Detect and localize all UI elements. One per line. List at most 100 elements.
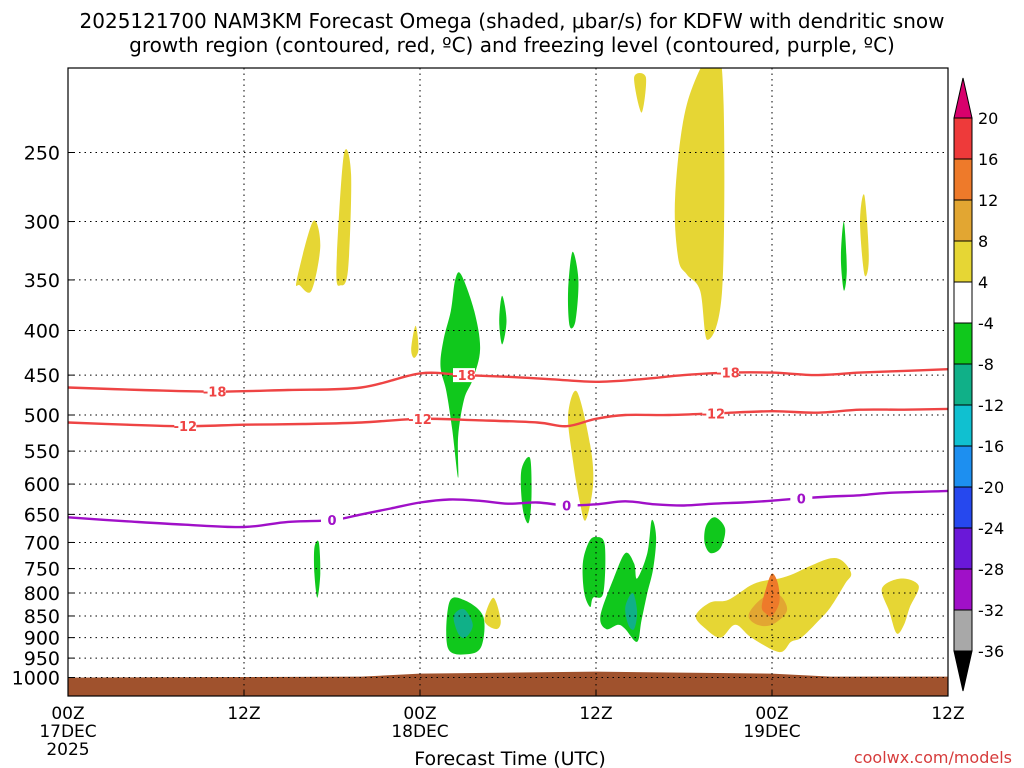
colorbar-segment [953, 486, 973, 529]
contour-label-bg [790, 491, 813, 506]
y-tick-label: 600 [24, 474, 60, 496]
x-tick-date: 18DEC [391, 722, 448, 742]
contour-label: 0 [327, 514, 336, 529]
contour-label-bg [555, 498, 578, 513]
colorbar-segment [953, 117, 973, 160]
contour-label: 0 [797, 492, 806, 507]
omega-region-18 [582, 536, 606, 608]
y-tick-label: 800 [24, 583, 60, 605]
contour-label-bg [717, 365, 739, 380]
omega-region-19 [600, 519, 657, 642]
colorbar-segment [953, 404, 973, 447]
colorbar-label: 16 [978, 150, 998, 169]
omega-region-14 [567, 251, 579, 329]
y-tick-label: 750 [24, 559, 60, 581]
y-tick-label: 350 [24, 270, 60, 292]
omega-region-2 [411, 325, 419, 358]
colorbar-label: -4 [978, 314, 994, 333]
omega-region-0 [295, 220, 321, 293]
y-tick-label: 700 [24, 532, 60, 554]
colorbar-segment [953, 609, 973, 652]
contour-label-bg [203, 384, 226, 399]
y-tick-label: 850 [24, 606, 60, 628]
y-tick-label: 300 [24, 212, 60, 234]
colorbar-bottom-arrow [953, 650, 973, 692]
colorbar-segment [953, 527, 973, 570]
omega-region-8 [881, 578, 919, 634]
colorbar-segment [953, 568, 973, 611]
colorbar-label: -36 [978, 642, 1004, 661]
omega-regions [295, 68, 919, 655]
y-tick-label: 950 [24, 648, 60, 670]
colorbar-label: 20 [978, 109, 998, 128]
contour-label: -12 [408, 413, 432, 428]
contour-label-bg [702, 406, 725, 421]
plot-frame [67, 67, 949, 697]
x-tick-label: 00Z [755, 704, 788, 724]
x-tick-label: 12Z [579, 704, 612, 724]
omega-region-23 [625, 592, 638, 630]
contour-label: -12 [702, 407, 726, 422]
omega-region-4 [674, 68, 725, 340]
y-tick-label: 500 [24, 405, 60, 427]
colorbar-segment [953, 158, 973, 201]
contour-line-0 [68, 368, 948, 393]
colorbar-segment [953, 322, 973, 365]
colorbar-label: -24 [978, 519, 1004, 538]
x-tick-year: 2025 [46, 740, 89, 760]
x-tick-label: 12Z [227, 704, 260, 724]
contour-label-bg [321, 513, 343, 528]
y-tick-label: 650 [24, 504, 60, 526]
omega-region-16 [313, 540, 321, 598]
colorbar-top-arrow [953, 77, 973, 119]
y-tick-label: 550 [24, 441, 60, 463]
omega-region-11 [761, 573, 780, 617]
x-tick-date: 19DEC [743, 722, 800, 742]
y-tick-label: 450 [24, 365, 60, 387]
x-tick-label: 12Z [931, 704, 964, 724]
contour-label: -18 [203, 386, 227, 401]
colorbar-label: -12 [978, 396, 1004, 415]
colorbar-segment [953, 363, 973, 406]
omega-region-21 [840, 221, 847, 291]
colorbar-label: 8 [978, 232, 988, 251]
colorbar-segment [953, 445, 973, 488]
colorbar-label: -28 [978, 560, 1004, 579]
y-tick-label: 1000 [12, 668, 60, 690]
contour-label-bg [174, 419, 197, 434]
x-tick-label: 00Z [51, 704, 84, 724]
contour-line-1 [68, 407, 948, 428]
y-tick-label: 900 [24, 628, 60, 650]
omega-region-15 [520, 456, 532, 524]
credit-text: coolwx.com/models [854, 748, 1012, 767]
y-tick-label: 400 [24, 321, 60, 343]
x-tick-date: 17DEC [39, 722, 96, 742]
colorbar-label: -20 [978, 478, 1004, 497]
x-axis-label: Forecast Time (UTC) [414, 748, 605, 768]
contour-label: -12 [174, 420, 198, 435]
omega-region-13 [499, 295, 507, 345]
omega-region-22 [453, 608, 473, 639]
omega-region-20 [704, 517, 726, 554]
omega-region-3 [568, 390, 594, 521]
contours: -18 -18 -18 -12 -12 -12 0 0 0 [68, 365, 948, 529]
omega-region-1 [336, 149, 352, 286]
chart-title-line1: 2025121700 NAM3KM Forecast Omega (shaded… [80, 9, 945, 33]
omega-region-6 [860, 194, 869, 277]
contour-label-bg [409, 411, 431, 426]
contour-label: 0 [562, 500, 571, 515]
colorbar-segment [953, 199, 973, 242]
contour-label-bg [453, 368, 475, 383]
contour-label: -18 [452, 369, 476, 384]
colorbar-segment [953, 281, 973, 324]
colorbar: 20 16 12 8 4 -4 -8 -12 -16 -20 -24 -28 -32 -36 [953, 77, 1004, 692]
plot-area: -18 -18 -18 -12 -12 -12 0 0 0 [67, 67, 949, 697]
colorbar-label: -8 [978, 355, 994, 374]
y-tick-label: 250 [24, 143, 60, 165]
contour-label: -18 [716, 367, 740, 382]
omega-region-5 [634, 72, 647, 113]
colorbar-segment [953, 240, 973, 283]
colorbar-label: -32 [978, 601, 1004, 620]
